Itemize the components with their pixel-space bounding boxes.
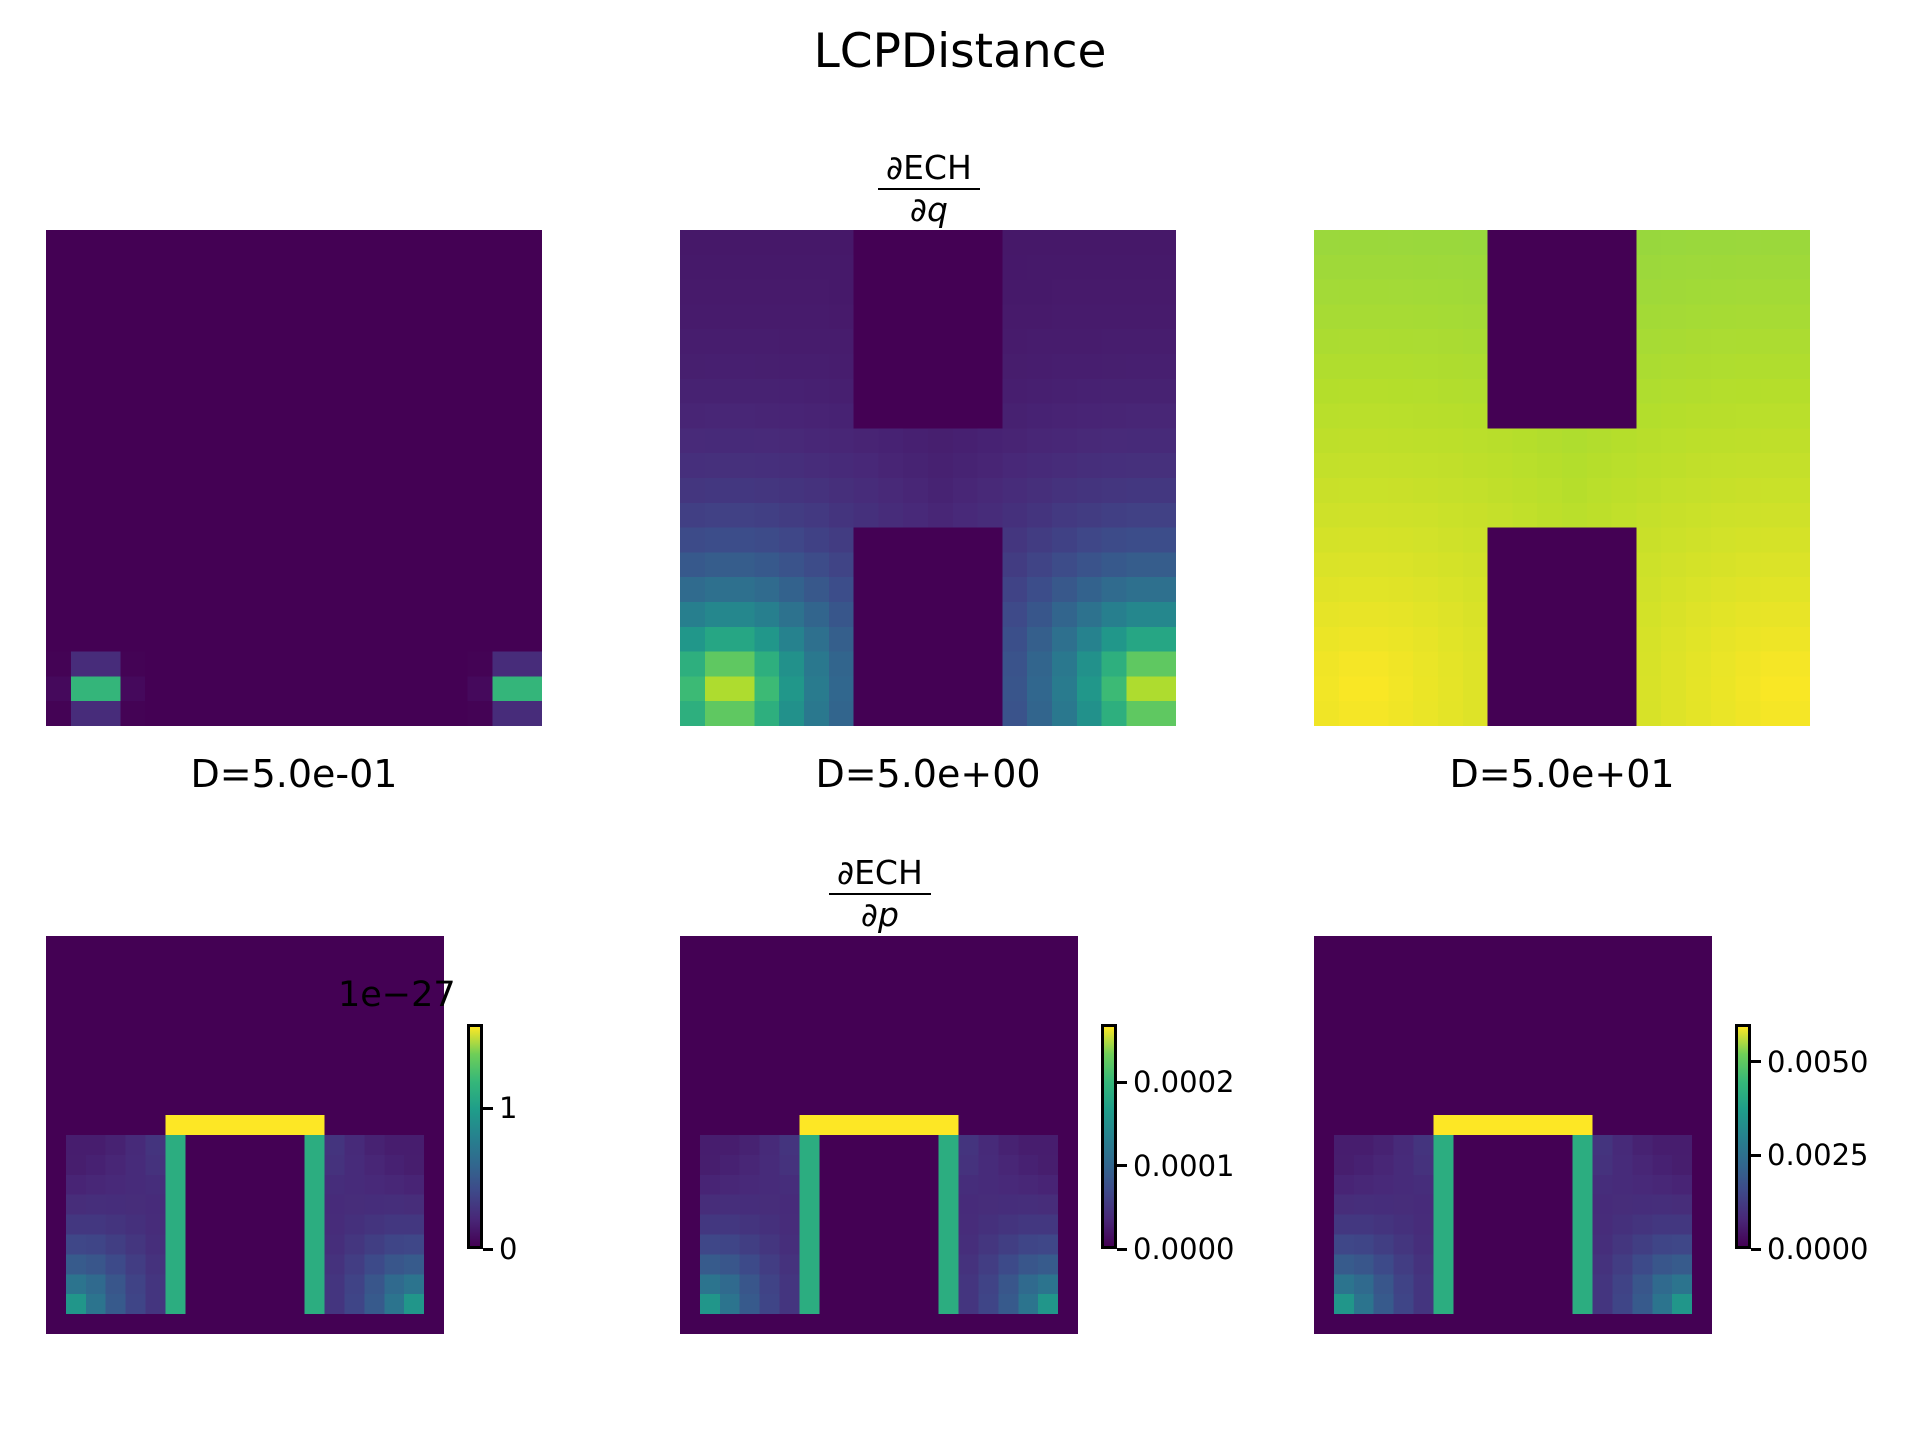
heatmap-top-1	[46, 230, 542, 726]
heatmap-bottom-3-canvas	[1314, 936, 1712, 1334]
heatmap-top-2-xlabel: D=5.0e+00	[815, 752, 1041, 796]
colorbar-3-tick-label: 0.0025	[1767, 1138, 1869, 1173]
colorbar-1-tick-mark	[483, 1247, 493, 1251]
row1-title: ∂ECH ∂q	[878, 150, 980, 227]
colorbar-bottom-3	[1735, 1024, 1751, 1249]
heatmap-bottom-1	[46, 936, 444, 1334]
heatmap-top-2-canvas	[680, 230, 1176, 726]
colorbar-bottom-1-offset-text: 1e−27	[338, 975, 456, 1015]
heatmap-bottom-1-canvas	[46, 936, 444, 1334]
heatmap-bottom-2	[680, 936, 1078, 1334]
colorbar-3-tick-mark	[1751, 1153, 1761, 1157]
heatmap-top-1-canvas	[46, 230, 542, 726]
heatmap-top-1-xlabel: D=5.0e-01	[190, 752, 398, 796]
colorbar-3-tick-label: 0.0050	[1767, 1044, 1869, 1079]
colorbar-1-tick-label: 0	[499, 1232, 518, 1266]
colorbar-3-tick-mark	[1751, 1247, 1761, 1251]
row2-title: ∂ECH ∂p	[829, 855, 931, 932]
colorbar-3-tick-mark	[1751, 1060, 1761, 1063]
colorbar-2-tick-mark	[1117, 1164, 1127, 1168]
heatmap-bottom-2-canvas	[680, 936, 1078, 1334]
row1-title-numerator: ∂ECH	[878, 150, 980, 190]
heatmap-top-3	[1314, 230, 1810, 726]
heatmap-top-2	[680, 230, 1176, 726]
colorbar-2-tick-label: 0.0000	[1133, 1232, 1235, 1266]
heatmap-bottom-3	[1314, 936, 1712, 1334]
row2-title-numerator: ∂ECH	[829, 855, 931, 895]
row2-title-denominator: ∂p	[860, 894, 899, 934]
colorbar-2-tick-label: 0.0001	[1133, 1148, 1235, 1183]
heatmap-top-3-canvas	[1314, 230, 1810, 726]
colorbar-bottom-1	[467, 1024, 483, 1249]
heatmap-top-3-xlabel: D=5.0e+01	[1449, 752, 1675, 796]
colorbar-2-tick-mark	[1117, 1247, 1127, 1251]
colorbar-bottom-2	[1101, 1024, 1117, 1249]
colorbar-1-tick-label: 1	[499, 1091, 518, 1126]
figure-suptitle: LCPDistance	[813, 24, 1107, 79]
colorbar-2-tick-label: 0.0002	[1133, 1065, 1235, 1100]
colorbar-2-tick-mark	[1117, 1080, 1127, 1084]
colorbar-3-tick-label: 0.0000	[1767, 1232, 1869, 1266]
colorbar-1-tick-mark	[483, 1106, 493, 1110]
row1-title-denominator: ∂q	[909, 189, 948, 229]
